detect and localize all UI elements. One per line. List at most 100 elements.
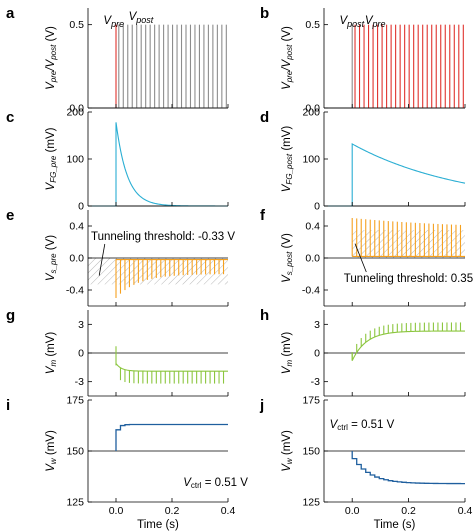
annotation-text-j: V (330, 419, 339, 431)
ytick-label-h-2: 3 (314, 319, 320, 331)
ytick-label-g-2: 3 (78, 319, 84, 331)
ylabel-part-j-1: w (285, 457, 294, 464)
annotation-arrow-e (98, 243, 106, 276)
ylabel-b: Vpre/Vpost (V) (281, 26, 294, 90)
panel-label-j: j (259, 397, 264, 414)
ylabel-part-g-0: V (45, 365, 57, 374)
legend-a-1: Vpost (129, 11, 154, 25)
threshold-region-e (116, 258, 228, 285)
ytick-label-g-1: 0 (78, 348, 84, 360)
ytick-label-b-0: 0.0 (305, 103, 320, 115)
ylabel-part-c-0: V (45, 181, 57, 190)
ytick-label-d-1: 100 (302, 154, 320, 166)
ylabel-part-h-1: m (285, 360, 294, 367)
annotation-j: Vctrl = 0.51 V (330, 419, 395, 432)
series-b-1 (354, 24, 464, 108)
panel-j: j 125 150 175 0.0 0.2 0.4 Vw (mV) Vctrl = 0.51 V… (259, 395, 472, 532)
ylabel-part-d-0: V (281, 183, 293, 192)
ytick-label-j-2: 175 (302, 395, 320, 407)
annotation-sub-j: ctrl (337, 423, 348, 432)
ylabel-part-g-1: m (49, 360, 58, 367)
ylabel-part-a-3: post (49, 44, 58, 61)
panel-label-b: b (260, 5, 269, 22)
panel-label-i: i (6, 397, 10, 414)
ylabel-e: Vs_pre (V) (45, 235, 58, 281)
ylabel-c: VFG_pre (mV) (45, 127, 58, 190)
ytick-label-f-2: 0.4 (305, 221, 320, 233)
ylabel-j: Vw (mV) (281, 430, 294, 472)
ytick-label-e-2: 0.4 (69, 221, 84, 233)
ylabel-part-b-0: V (281, 81, 293, 90)
legend-sub-a-1: post (135, 15, 154, 25)
xlabel-i: Time (s) (137, 519, 179, 531)
ylabel-part-g-2: (mV) (45, 332, 57, 360)
series-d-0 (324, 143, 466, 207)
ylabel-part-b-1: pre (285, 70, 294, 83)
trace-g (115, 346, 228, 372)
xtick-label-j-1: 0.2 (401, 505, 416, 517)
panel-label-a: a (6, 5, 15, 22)
legend-sub-a-0: pre (110, 19, 124, 29)
legend-a-0: Vpre (103, 15, 124, 29)
ylabel-h: Vm (mV) (281, 332, 294, 375)
panel-label-h: h (260, 307, 269, 324)
ytick-label-j-0: 125 (302, 497, 320, 509)
annotation-f: Tunneling threshold: 0.35 V (344, 273, 474, 285)
threshold-region-pre-e (88, 258, 116, 285)
series-g-0 (115, 346, 228, 384)
ylabel-part-i-2: (mV) (45, 430, 57, 458)
panel-g: g -3 0 3 Vm (mV) (6, 307, 229, 397)
ytick-label-a-0: 0.0 (69, 103, 84, 115)
ylabel-part-a-2: /V (45, 58, 57, 71)
ylabel-part-f-1: s_post (285, 251, 294, 275)
trace-j (351, 451, 465, 485)
panel-label-f: f (260, 207, 266, 224)
legend-text-b-0: V (340, 15, 349, 27)
ylabel-part-h-2: (mV) (281, 332, 293, 360)
trace-h (351, 330, 466, 361)
legend-text-b-1: V (365, 15, 374, 27)
ytick-label-g-0: -3 (75, 376, 84, 388)
annotation-arrow-f (354, 243, 367, 273)
series-h-0 (351, 322, 466, 361)
ylabel-part-a-0: V (45, 81, 57, 90)
xtick-label-j-0: 0.0 (345, 505, 360, 517)
ylabel-part-f-0: V (281, 274, 293, 283)
trace-i (115, 423, 228, 451)
ytick-label-a-1: 0.5 (69, 19, 84, 31)
legend-sub-b-1: pre (372, 19, 386, 29)
ylabel-part-c-2: (mV) (45, 127, 57, 155)
series-i-0 (115, 423, 228, 451)
ylabel-part-b-2: /V (281, 58, 293, 71)
panel-label-e: e (6, 207, 14, 224)
ytick-label-j-1: 150 (302, 446, 320, 458)
ylabel-part-b-4: (V) (281, 26, 293, 45)
legend-b-0: Vpost (340, 15, 365, 29)
legend-sub-b-0: post (346, 19, 365, 29)
ytick-label-i-2: 175 (66, 395, 84, 407)
ylabel-i: Vw (mV) (45, 430, 58, 472)
trace-d (324, 143, 466, 207)
xtick-label-j-2: 0.4 (458, 505, 473, 517)
series-e-0 (115, 259, 228, 298)
ytick-label-h-0: -3 (311, 376, 320, 388)
legend-text-a-1: V (129, 11, 138, 23)
ylabel-part-j-2: (mV) (281, 430, 293, 458)
ylabel-part-j-0: V (281, 463, 293, 472)
ylabel-part-i-1: w (49, 457, 58, 464)
ylabel-part-i-0: V (45, 463, 57, 472)
ylabel-part-f-2: (V) (281, 233, 293, 252)
ylabel-part-a-1: pre (49, 70, 58, 83)
annotation-text-i: V (183, 477, 192, 489)
panel-label-c: c (6, 109, 14, 126)
ylabel-part-e-1: s_pre (49, 253, 58, 274)
series-j-0 (351, 451, 465, 485)
ytick-label-e-1: 0.0 (69, 253, 84, 265)
trace-c (88, 122, 228, 207)
ylabel-g: Vm (mV) (45, 332, 58, 375)
series-a-1 (118, 24, 227, 108)
